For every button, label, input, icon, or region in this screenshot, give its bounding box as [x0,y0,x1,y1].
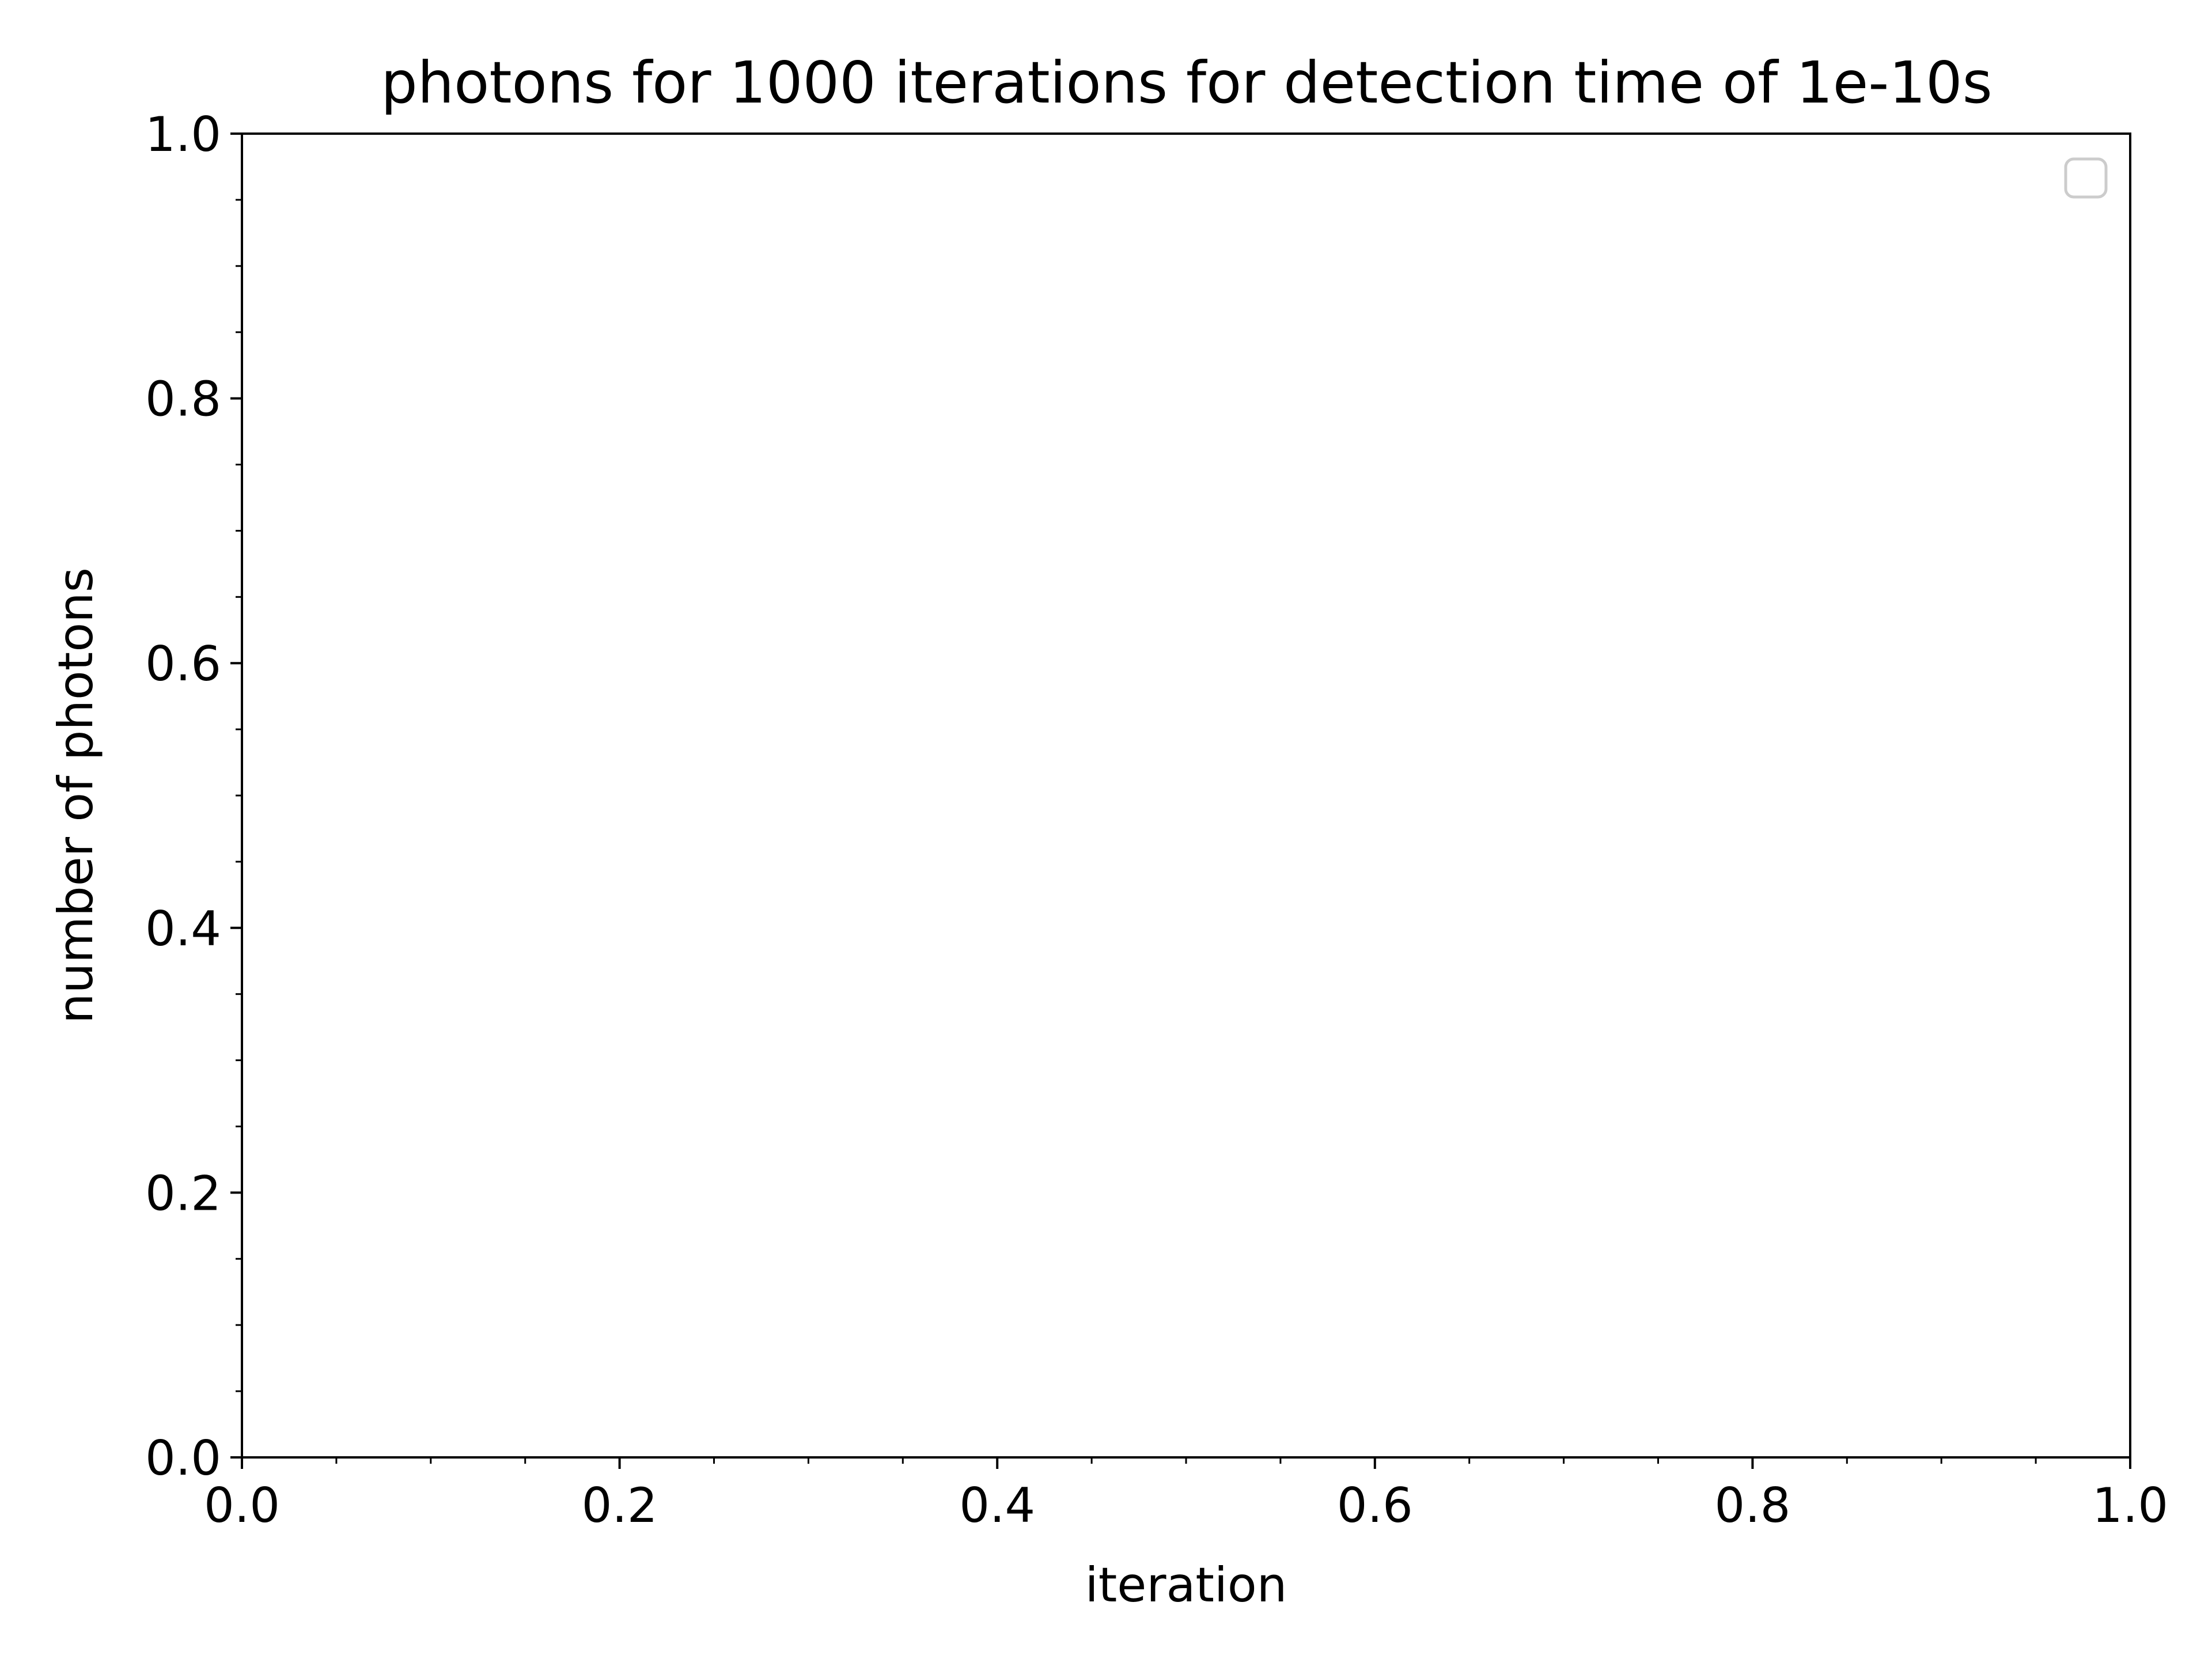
y-axis-label: number of photons [48,567,104,1024]
x-tick-label: 1.0 [2092,1478,2168,1533]
x-tick-label: 0.4 [959,1478,1035,1533]
y-axis-ticks: 0.0 0.2 0.4 0.6 0.8 1.0 [145,107,242,1486]
x-tick-label: 0.8 [1714,1478,1790,1533]
legend-box [2064,157,2108,199]
y-tick-label: 0.0 [145,1430,221,1486]
x-tick-label: 0.2 [582,1478,658,1533]
y-tick-label: 1.0 [145,107,221,162]
x-axis-label: iteration [1085,1557,1287,1613]
y-tick-label: 0.2 [145,1165,221,1221]
x-axis-ticks: 0.0 0.2 0.4 0.6 0.8 1.0 [204,1457,2168,1533]
y-tick-label: 0.6 [145,636,221,692]
y-tick-label: 0.4 [145,901,221,957]
chart-title: photons for 1000 iterations for detectio… [381,49,1992,116]
y-tick-label: 0.8 [145,372,221,427]
x-tick-label: 0.0 [204,1478,280,1533]
x-tick-label: 0.6 [1337,1478,1413,1533]
